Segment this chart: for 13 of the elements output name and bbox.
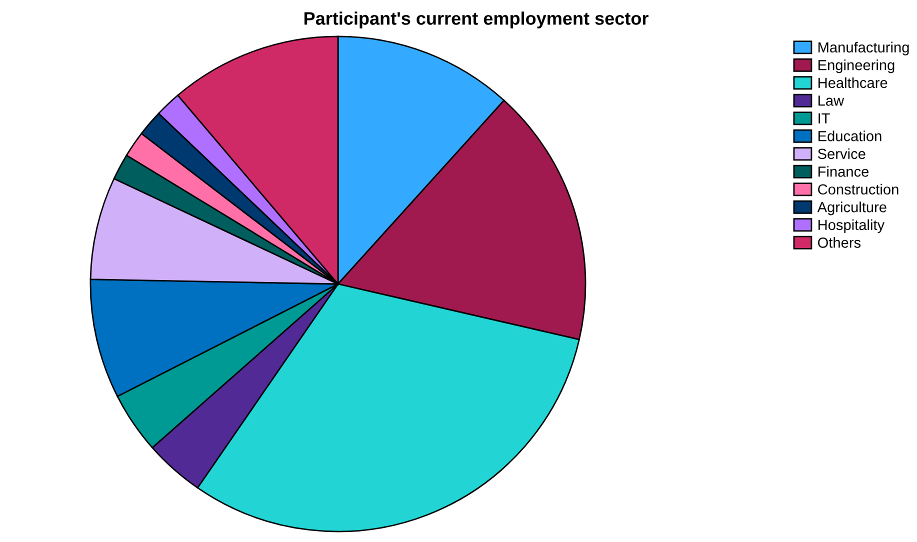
- legend-label: Engineering: [818, 60, 894, 74]
- legend-label: IT: [818, 113, 830, 124]
- legend-label: Service: [818, 148, 866, 160]
- legend-label: Hospitality: [818, 219, 885, 233]
- legend-label: Healthcare: [818, 77, 888, 88]
- legend-label: Law: [818, 96, 844, 106]
- legend-label: Agriculture: [817, 202, 886, 216]
- legend-label: Construction: [818, 184, 898, 195]
- legend-label: Education: [818, 130, 882, 142]
- chart-title: Participant's current employment sector: [304, 12, 648, 28]
- legend-label: Finance: [818, 166, 869, 177]
- legend-label: Manufacturing: [818, 42, 909, 56]
- legend-label: Others: [818, 237, 861, 248]
